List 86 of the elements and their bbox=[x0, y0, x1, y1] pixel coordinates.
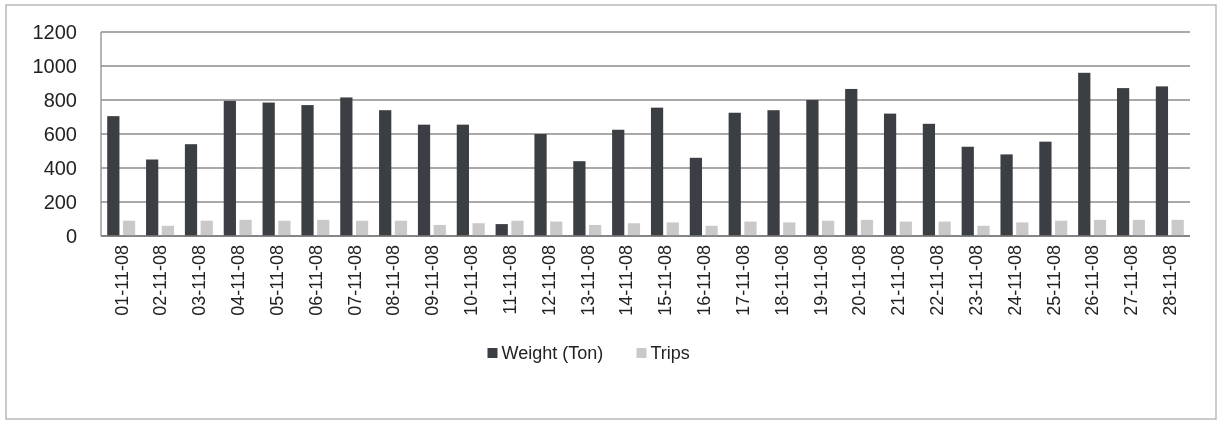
bar bbox=[456, 124, 469, 236]
bar bbox=[417, 124, 431, 236]
bar bbox=[301, 105, 314, 236]
bar bbox=[355, 220, 369, 236]
bar bbox=[650, 107, 664, 236]
x-tick-label: 09-11-08 bbox=[422, 245, 443, 316]
bar bbox=[1078, 72, 1091, 236]
bar bbox=[379, 110, 392, 236]
bar bbox=[262, 102, 275, 236]
x-tick-label: 10-11-08 bbox=[461, 245, 482, 316]
bar bbox=[728, 112, 741, 236]
bar bbox=[860, 219, 874, 236]
y-tick-label: 400 bbox=[43, 157, 77, 179]
bar bbox=[666, 222, 679, 236]
bar bbox=[1171, 219, 1184, 236]
bar bbox=[200, 220, 213, 236]
bar bbox=[1132, 219, 1145, 236]
x-tick-label: 02-11-08 bbox=[150, 245, 171, 316]
x-tick-label: 15-11-08 bbox=[655, 245, 676, 316]
y-tick-label: 0 bbox=[65, 225, 77, 247]
x-tick-label: 28-11-08 bbox=[1160, 245, 1181, 316]
bar bbox=[744, 221, 757, 236]
bar bbox=[883, 113, 897, 236]
x-tick-label: 08-11-08 bbox=[383, 245, 404, 316]
bar bbox=[1016, 222, 1029, 236]
bar bbox=[1155, 86, 1169, 236]
bar bbox=[573, 161, 586, 236]
x-tick-label: 14-11-08 bbox=[616, 245, 637, 316]
x-tick-label: 13-11-08 bbox=[577, 245, 598, 316]
bar bbox=[1116, 88, 1130, 236]
legend-label: Weight (Ton) bbox=[501, 343, 604, 364]
x-tick-label: 25-11-08 bbox=[1043, 245, 1064, 316]
x-tick-label: 06-11-08 bbox=[305, 245, 326, 316]
bar bbox=[239, 219, 252, 236]
x-tick-label: 20-11-08 bbox=[849, 245, 870, 316]
bar bbox=[1000, 154, 1013, 236]
legend-label: Trips bbox=[650, 343, 690, 364]
x-tick-label: 05-11-08 bbox=[266, 245, 287, 316]
bar bbox=[472, 223, 485, 236]
bar bbox=[977, 225, 990, 236]
bar bbox=[922, 123, 936, 236]
bar bbox=[961, 146, 974, 236]
bar bbox=[184, 144, 198, 236]
y-tick-label: 600 bbox=[43, 123, 77, 145]
bar bbox=[612, 129, 625, 236]
y-tick-label: 1200 bbox=[32, 21, 77, 43]
x-tick-label: 27-11-08 bbox=[1121, 245, 1142, 316]
x-tick-label: 01-11-08 bbox=[111, 245, 132, 316]
bar bbox=[845, 88, 858, 236]
x-tick-label: 07-11-08 bbox=[344, 245, 365, 316]
x-tick-label: 26-11-08 bbox=[1082, 245, 1103, 316]
x-tick-label: 21-11-08 bbox=[888, 245, 909, 316]
bar bbox=[340, 97, 353, 236]
x-tick-label: 19-11-08 bbox=[810, 245, 831, 316]
y-tick-label: 200 bbox=[43, 191, 77, 213]
x-tick-label: 17-11-08 bbox=[732, 245, 753, 316]
x-tick-label: 23-11-08 bbox=[965, 245, 986, 316]
bar bbox=[689, 157, 703, 236]
bar bbox=[278, 220, 291, 236]
x-tick-label: 22-11-08 bbox=[927, 245, 948, 316]
bar bbox=[394, 220, 408, 236]
bar bbox=[1093, 219, 1107, 236]
bar bbox=[122, 220, 136, 236]
x-tick-label: 11-11-08 bbox=[499, 245, 520, 315]
bar bbox=[767, 110, 780, 236]
bar bbox=[1039, 141, 1052, 236]
bar bbox=[806, 100, 819, 236]
x-tick-label: 12-11-08 bbox=[538, 245, 559, 316]
bar bbox=[107, 116, 120, 236]
bar bbox=[495, 224, 508, 236]
x-tick-label: 03-11-08 bbox=[189, 245, 210, 316]
y-tick-label: 1000 bbox=[32, 55, 77, 77]
bar bbox=[223, 100, 236, 236]
bar bbox=[534, 134, 547, 236]
bar bbox=[511, 220, 524, 236]
bar bbox=[627, 223, 641, 236]
y-tick-label: 800 bbox=[43, 89, 77, 111]
bar bbox=[783, 222, 796, 236]
bar bbox=[1055, 220, 1068, 236]
bar bbox=[146, 159, 159, 236]
x-tick-label: 18-11-08 bbox=[771, 245, 792, 316]
x-tick-label: 24-11-08 bbox=[1004, 245, 1025, 316]
bar bbox=[822, 220, 835, 236]
bar bbox=[317, 219, 330, 236]
x-tick-label: 16-11-08 bbox=[694, 245, 715, 316]
x-tick-label: 04-11-08 bbox=[228, 245, 249, 316]
